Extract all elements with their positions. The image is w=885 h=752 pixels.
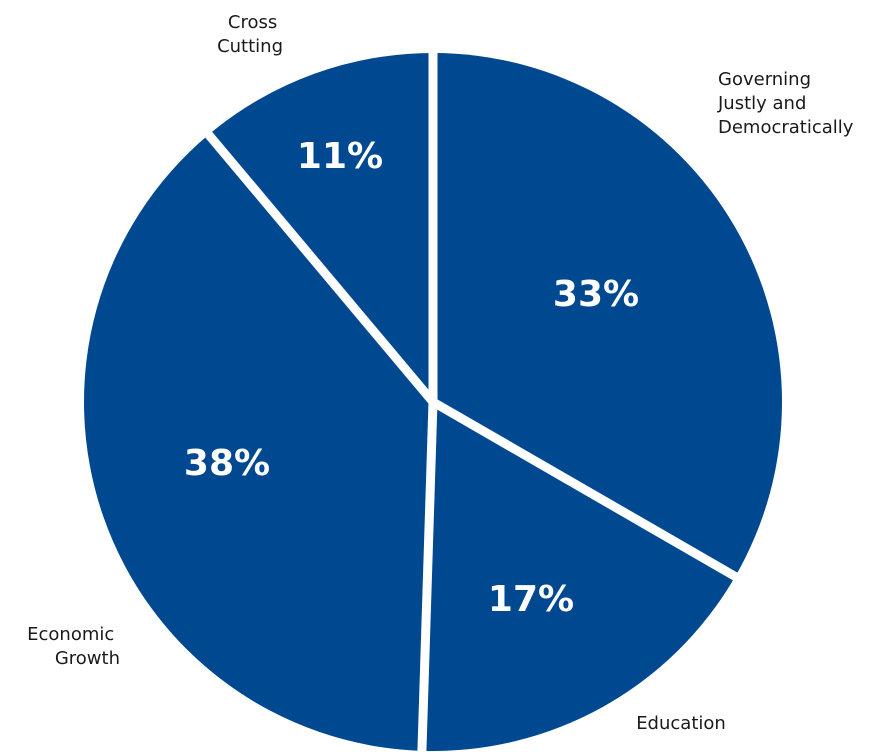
slice-separator bbox=[430, 398, 741, 583]
value-label-economic-growth: 38% bbox=[184, 443, 270, 484]
category-label-economic-growth: Economic Growth bbox=[27, 624, 120, 669]
category-label-cross-cutting: Cross Cutting bbox=[217, 12, 283, 57]
pie-slice-governing bbox=[433, 53, 782, 577]
pie-slices bbox=[84, 52, 782, 751]
category-label-economic-growth-line-1: Economic bbox=[27, 624, 114, 645]
category-label-governing-line-2: Justly and bbox=[717, 93, 806, 114]
pie-slice-education bbox=[421, 402, 736, 751]
pie-slice-economic-growth bbox=[84, 134, 434, 751]
category-label-cross-cutting-line-1: Cross bbox=[228, 12, 277, 33]
pie-slice-cross-cutting bbox=[208, 52, 433, 402]
category-label-education-line-1: Education bbox=[636, 713, 726, 734]
pie-separators bbox=[202, 49, 741, 752]
category-label-governing-line-1: Governing bbox=[718, 69, 811, 90]
slice-separator bbox=[417, 401, 438, 752]
category-label-governing-line-3: Democratically bbox=[718, 117, 854, 138]
value-label-governing: 33% bbox=[553, 274, 639, 315]
value-label-education: 17% bbox=[488, 579, 574, 620]
slice-separator bbox=[202, 128, 437, 405]
category-label-economic-growth-line-2: Growth bbox=[55, 648, 120, 669]
category-label-cross-cutting-line-2: Cutting bbox=[217, 36, 283, 57]
category-label-governing: Governing Justly and Democratically bbox=[717, 69, 854, 138]
category-label-education: Education bbox=[636, 713, 726, 734]
value-label-cross-cutting: 11% bbox=[297, 136, 383, 177]
